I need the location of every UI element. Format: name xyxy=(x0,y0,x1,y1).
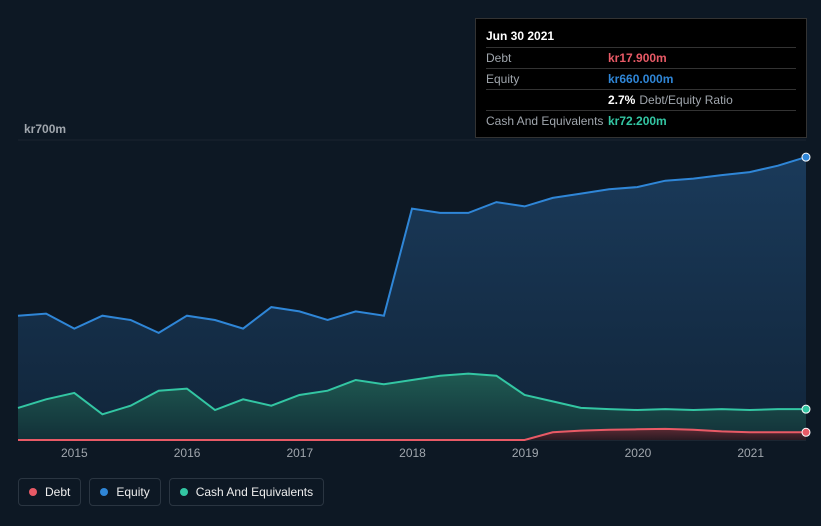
tooltip-debt-label: Debt xyxy=(486,51,608,65)
legend-equity-dot xyxy=(100,488,108,496)
legend-cash[interactable]: Cash And Equivalents xyxy=(169,478,324,506)
financial-history-chart: { "chart": { "type": "area", "background… xyxy=(0,0,821,526)
x-tick: 2021 xyxy=(694,446,807,460)
chart-tooltip: Jun 30 2021 Debt kr17.900m Equity kr660.… xyxy=(475,18,807,138)
legend-equity[interactable]: Equity xyxy=(89,478,160,506)
tooltip-equity-value: kr660.000m xyxy=(608,72,673,86)
x-tick: 2016 xyxy=(131,446,244,460)
legend-equity-label: Equity xyxy=(116,485,149,499)
x-tick: 2017 xyxy=(243,446,356,460)
tooltip-cash-value: kr72.200m xyxy=(608,114,667,128)
x-tick: 2019 xyxy=(469,446,582,460)
tooltip-ratio-value: 2.7%Debt/Equity Ratio xyxy=(608,93,733,107)
x-tick: 2018 xyxy=(356,446,469,460)
chart-legend: Debt Equity Cash And Equivalents xyxy=(18,478,324,506)
legend-cash-label: Cash And Equivalents xyxy=(196,485,313,499)
x-axis: 2015201620172018201920202021 xyxy=(18,446,807,460)
legend-debt[interactable]: Debt xyxy=(18,478,81,506)
legend-debt-dot xyxy=(29,488,37,496)
x-tick: 2015 xyxy=(18,446,131,460)
legend-cash-dot xyxy=(180,488,188,496)
tooltip-cash-label: Cash And Equivalents xyxy=(486,114,608,128)
tooltip-debt-value: kr17.900m xyxy=(608,51,667,65)
tooltip-ratio-spacer xyxy=(486,93,608,107)
legend-debt-label: Debt xyxy=(45,485,70,499)
x-tick: 2020 xyxy=(582,446,695,460)
tooltip-equity-label: Equity xyxy=(486,72,608,86)
tooltip-date: Jun 30 2021 xyxy=(486,25,796,48)
